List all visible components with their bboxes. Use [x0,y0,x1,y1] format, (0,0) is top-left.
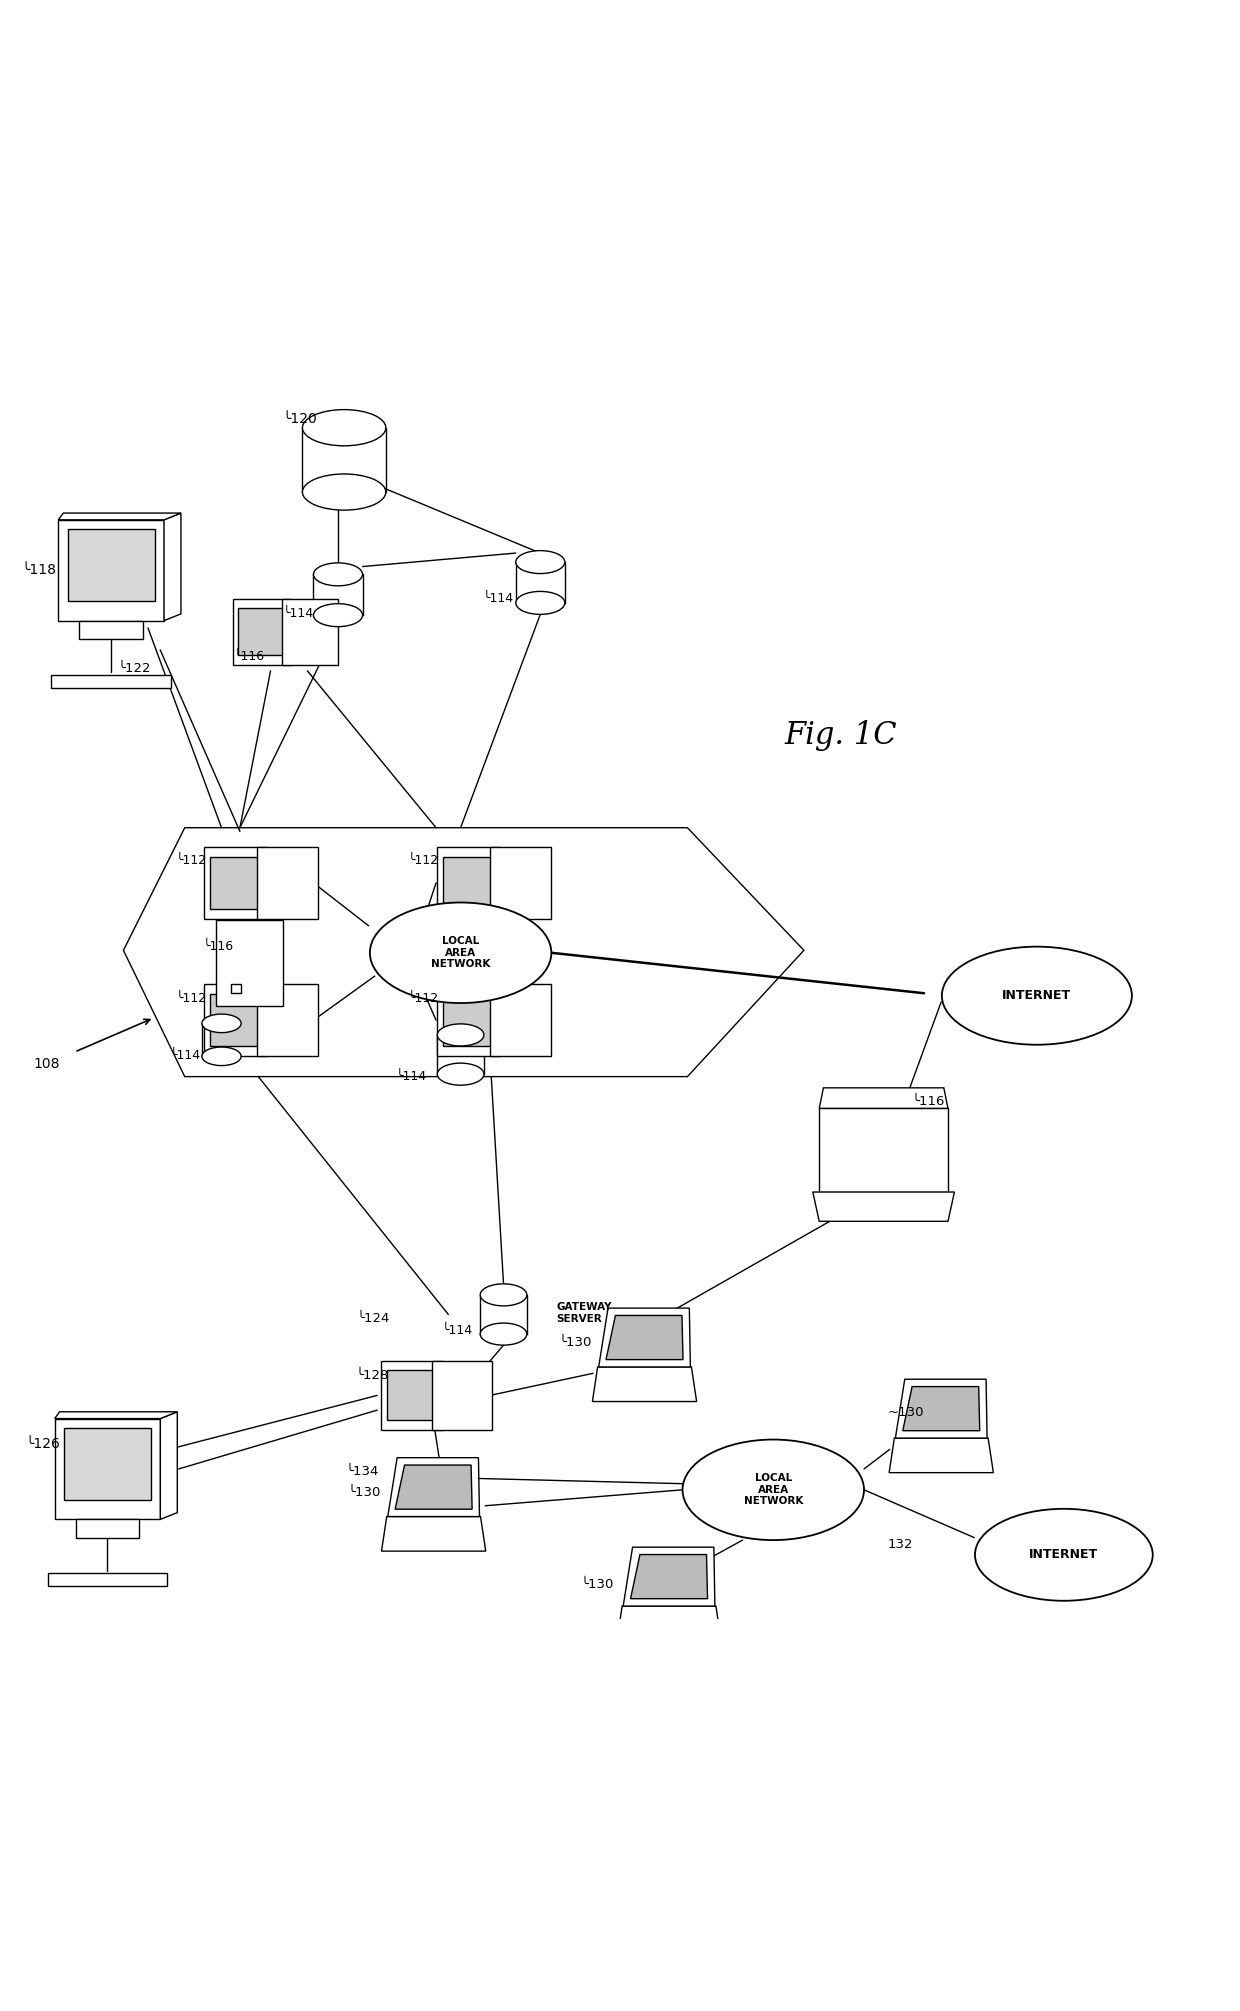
Polygon shape [895,1380,987,1438]
Text: ╰116: ╰116 [203,941,234,953]
Text: ╰124: ╰124 [356,1311,389,1325]
Polygon shape [433,1361,492,1430]
Ellipse shape [202,1048,241,1066]
Ellipse shape [202,1014,241,1032]
Polygon shape [396,1466,472,1508]
Polygon shape [490,983,552,1056]
Polygon shape [55,1418,160,1520]
Polygon shape [216,919,284,1006]
Text: ╰112: ╰112 [176,991,207,1006]
Ellipse shape [516,551,565,573]
Polygon shape [205,847,268,919]
Polygon shape [618,1607,722,1641]
Text: INTERNET: INTERNET [1002,989,1071,1001]
Polygon shape [438,847,501,919]
Text: ╰114: ╰114 [482,591,513,605]
Text: ╰116: ╰116 [911,1094,945,1108]
Polygon shape [606,1315,683,1359]
Polygon shape [438,983,501,1056]
Ellipse shape [516,591,565,615]
Polygon shape [624,1546,715,1607]
Ellipse shape [303,410,386,446]
Polygon shape [443,857,495,909]
Polygon shape [281,599,339,664]
Polygon shape [443,993,495,1046]
Text: ╰112: ╰112 [176,855,207,867]
Ellipse shape [314,563,362,585]
Polygon shape [231,983,242,993]
Ellipse shape [682,1440,864,1540]
Polygon shape [55,1412,177,1418]
Text: ╰134: ╰134 [346,1464,378,1478]
Polygon shape [160,1412,177,1520]
Polygon shape [210,857,263,909]
Text: LOCAL
AREA
NETWORK: LOCAL AREA NETWORK [744,1474,804,1506]
Polygon shape [51,676,171,688]
Ellipse shape [480,1283,527,1305]
Ellipse shape [438,1024,484,1046]
Text: ╰130: ╰130 [559,1335,591,1349]
Polygon shape [233,599,291,664]
Ellipse shape [438,1064,484,1086]
Polygon shape [47,1573,167,1587]
Polygon shape [490,847,552,919]
Polygon shape [599,1307,691,1367]
Polygon shape [76,1520,139,1538]
Polygon shape [58,513,181,519]
Text: ╰118: ╰118 [21,563,57,577]
Polygon shape [820,1108,949,1193]
Polygon shape [388,1458,480,1516]
Text: ╰126: ╰126 [25,1438,61,1452]
Ellipse shape [975,1508,1153,1601]
Polygon shape [164,513,181,621]
Polygon shape [124,829,804,1076]
Text: 108: 108 [33,1058,61,1072]
Text: ╰114: ╰114 [443,1323,474,1337]
Text: 132: 132 [888,1538,913,1552]
Polygon shape [238,607,286,656]
Ellipse shape [314,603,362,627]
Polygon shape [205,983,268,1056]
Ellipse shape [370,903,552,1003]
Text: ╰116: ╰116 [234,650,265,662]
Polygon shape [257,983,319,1056]
Polygon shape [64,1428,151,1500]
Ellipse shape [303,475,386,511]
Text: ╰128: ╰128 [355,1369,388,1382]
Text: GATEWAY
SERVER: GATEWAY SERVER [557,1303,611,1323]
Text: ╰130: ╰130 [347,1486,381,1498]
Polygon shape [257,847,319,919]
Text: Fig. 1C: Fig. 1C [785,720,897,752]
Text: ╰114: ╰114 [396,1070,427,1084]
Text: LOCAL
AREA
NETWORK: LOCAL AREA NETWORK [432,937,490,969]
Polygon shape [812,1193,955,1221]
Polygon shape [79,621,143,639]
Polygon shape [382,1516,486,1550]
Ellipse shape [942,947,1132,1046]
Text: ╰122: ╰122 [118,662,151,676]
Polygon shape [820,1088,949,1108]
Text: INTERNET: INTERNET [1029,1548,1099,1561]
Polygon shape [382,1361,443,1430]
Text: ╰112: ╰112 [408,855,439,867]
Text: ~130: ~130 [888,1406,924,1420]
Ellipse shape [480,1323,527,1345]
Polygon shape [903,1386,980,1430]
Text: ╰112: ╰112 [408,991,439,1006]
Text: ╰114: ╰114 [170,1050,201,1062]
Polygon shape [889,1438,993,1472]
Polygon shape [631,1555,708,1599]
Polygon shape [387,1369,438,1420]
Polygon shape [210,993,263,1046]
Polygon shape [68,529,155,601]
Polygon shape [593,1367,697,1402]
Text: ╰130: ╰130 [580,1579,614,1591]
Text: ╰114: ╰114 [283,607,314,619]
Text: ╰120: ╰120 [283,412,317,426]
Polygon shape [58,519,164,621]
